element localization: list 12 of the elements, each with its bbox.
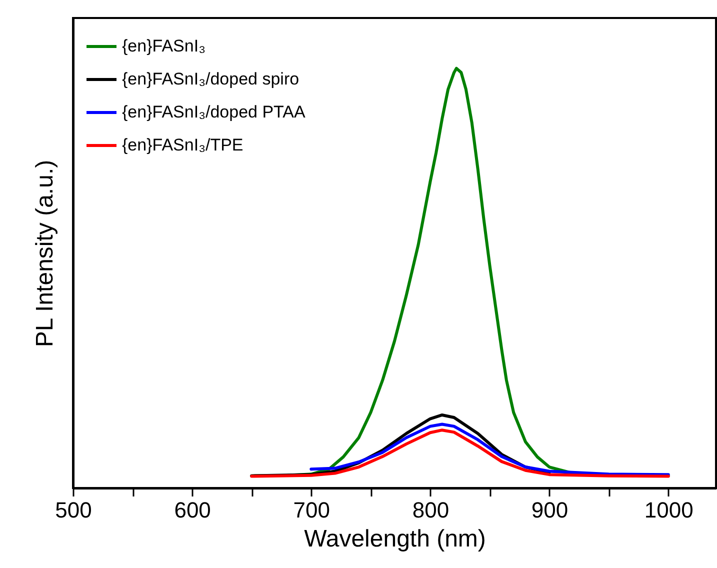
x-tick-label: 700 (293, 498, 330, 522)
legend-label: {en}FASnI₃ (122, 36, 206, 56)
x-tick-label: 500 (55, 498, 92, 522)
x-tick-label: 600 (174, 498, 211, 522)
legend-label: {en}FASnI₃/doped spiro (122, 70, 300, 88)
x-tick-label: 1000 (644, 498, 694, 522)
x-tick-label: 900 (531, 498, 568, 522)
legend-label: {en}FASnI₃/TPE (122, 136, 244, 154)
x-tick-label: 800 (412, 498, 450, 522)
legend-label: {en}FASnI₃/doped PTAA (122, 102, 306, 122)
y-axis-title: PL Intensity (a.u.) (32, 160, 58, 348)
x-axis-title: Wavelength (nm) (304, 526, 486, 552)
